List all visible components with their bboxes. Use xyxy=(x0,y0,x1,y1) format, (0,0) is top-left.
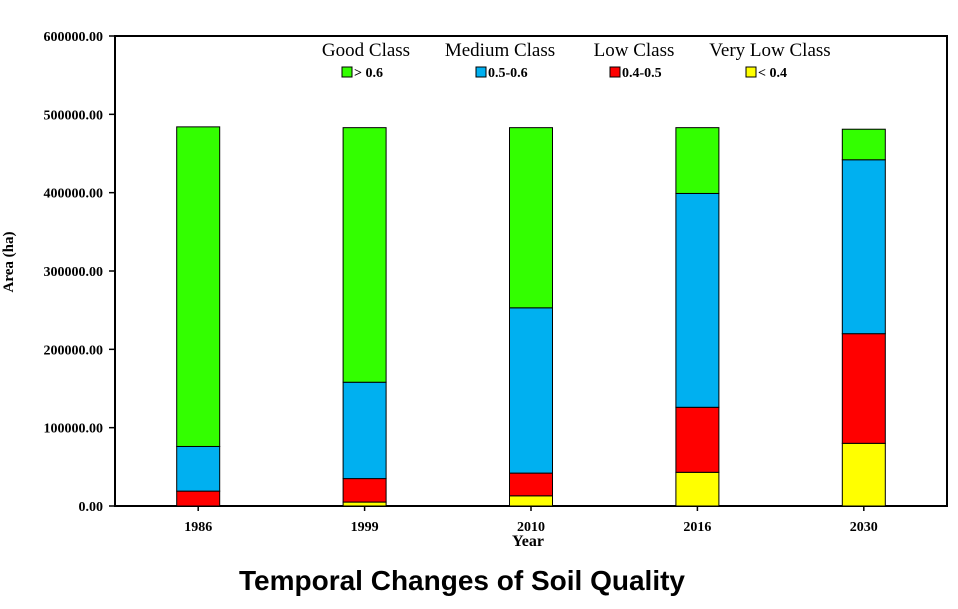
legend-class-name: Low Class xyxy=(594,40,675,61)
y-tick-label: 400000.00 xyxy=(44,187,104,202)
legend-value-range: > 0.6 xyxy=(354,66,383,81)
y-tick-label: 600000.00 xyxy=(44,30,104,45)
legend-value-range: < 0.4 xyxy=(758,66,787,81)
y-tick-label: 200000.00 xyxy=(44,343,104,358)
y-axis: 0.00 100000.00 200000.00 300000.00 400000.00… xyxy=(44,30,115,515)
bar-segment xyxy=(675,406,720,473)
bar-segment xyxy=(176,445,221,492)
bar-stack-2030 xyxy=(841,128,886,507)
bar-stack-2016 xyxy=(675,127,720,507)
bar-segment xyxy=(841,159,886,335)
y-tick-label: 100000.00 xyxy=(44,422,104,437)
y-tick-label: 300000.00 xyxy=(44,265,104,280)
chart-title: Temporal Changes of Soil Quality xyxy=(239,565,685,596)
x-tick-label: 2016 xyxy=(683,520,711,535)
legend-class-name: Good Class xyxy=(322,40,410,61)
y-tick-label: 0.00 xyxy=(79,500,104,515)
bar-stack-2010 xyxy=(509,127,553,507)
bar-segment xyxy=(342,381,387,480)
bar-segment xyxy=(675,127,720,194)
legend-value-range: 0.4-0.5 xyxy=(622,66,662,81)
bar-stack-1999 xyxy=(342,127,387,507)
legend-swatch xyxy=(341,66,353,78)
legend-swatch xyxy=(609,66,621,78)
bar-segment xyxy=(841,442,886,507)
bar-segment xyxy=(342,501,387,507)
bar-segment xyxy=(509,472,553,497)
legend-class-name: Medium Class xyxy=(445,40,555,61)
y-tick-label: 500000.00 xyxy=(44,108,104,123)
legend-item: Low Class 0.4-0.5 xyxy=(594,40,675,81)
bar-segment xyxy=(509,495,553,507)
bar-stack-1986 xyxy=(176,126,221,507)
legend-item: Medium Class 0.5-0.6 xyxy=(445,40,555,81)
legend-value-range: 0.5-0.6 xyxy=(488,66,528,81)
bar-series-group xyxy=(176,126,886,507)
bar-segment xyxy=(509,307,553,474)
legend: Good Class > 0.6 Medium Class 0.5-0.6 Low Cl… xyxy=(322,40,831,81)
legend-item: Good Class > 0.6 xyxy=(322,40,410,81)
legend-swatch xyxy=(745,66,757,78)
bar-segment xyxy=(342,127,387,383)
bar-segment xyxy=(509,127,553,309)
x-tick-label: 1986 xyxy=(184,520,212,535)
legend-class-name: Very Low Class xyxy=(709,40,830,61)
bar-segment xyxy=(176,126,221,447)
bar-segment xyxy=(841,128,886,161)
legend-swatch xyxy=(475,66,487,78)
bar-segment xyxy=(342,478,387,503)
x-tick-label: 2010 xyxy=(517,520,545,535)
x-tick-label: 2030 xyxy=(850,520,878,535)
bar-segment xyxy=(675,192,720,408)
bar-segment xyxy=(176,490,221,507)
y-axis-label: Area (ha) xyxy=(1,232,17,293)
bar-segment xyxy=(841,333,886,444)
x-axis-label: Year xyxy=(512,533,544,550)
legend-item: Very Low Class < 0.4 xyxy=(709,40,830,81)
x-axis: 1986 1999 2010 2016 2030 xyxy=(184,506,878,535)
bar-segment xyxy=(675,471,720,507)
x-tick-label: 1999 xyxy=(351,520,379,535)
